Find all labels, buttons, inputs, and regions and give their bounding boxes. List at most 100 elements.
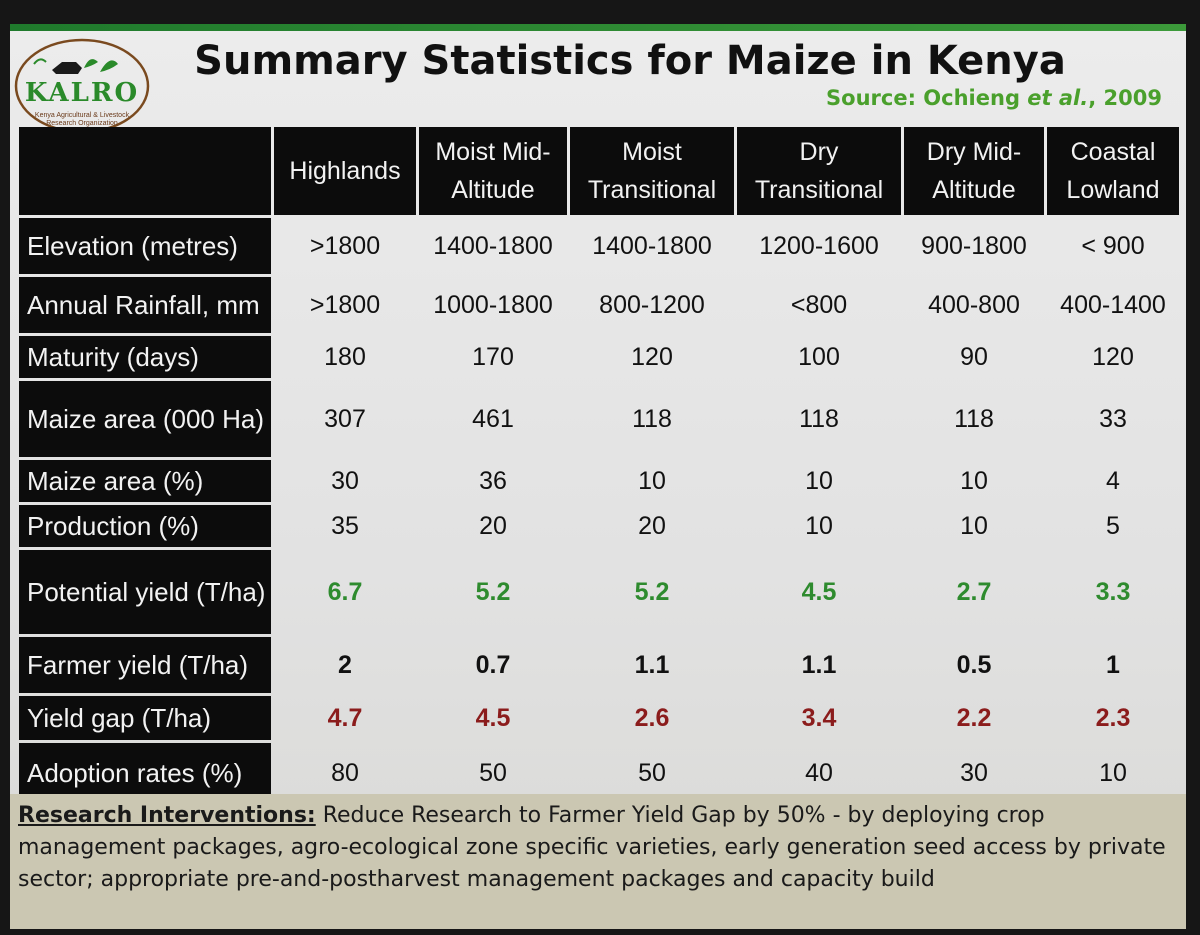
table-row: Yield gap (T/ha) 4.7 4.5 2.6 3.4 2.2 2.3 xyxy=(19,696,1179,740)
table-row: Potential yield (T/ha) 6.7 5.2 5.2 4.5 2.7 3.3 xyxy=(19,550,1179,634)
logo-subtitle: Kenya Agricultural & Livestock Research … xyxy=(34,112,130,127)
table-cell: 2.3 xyxy=(1095,703,1131,732)
table-cell: 0.7 xyxy=(475,650,511,679)
row-label: Potential yield (T/ha) xyxy=(19,550,271,634)
kalro-logo: KALRO Kenya Agricultural & Livestock Res… xyxy=(12,34,152,138)
table-cell: 10 xyxy=(960,511,988,540)
row-label: Elevation (metres) xyxy=(19,218,271,274)
column-header-line: Dry xyxy=(799,138,839,166)
table-cell: 400-800 xyxy=(928,290,1020,319)
header-corner xyxy=(19,127,271,215)
table-cell: 35 xyxy=(331,511,359,540)
row-label: Maize area (000 Ha) xyxy=(19,381,271,457)
table-cell: 5 xyxy=(1106,511,1120,540)
column-header-line: Moist Mid- xyxy=(435,138,551,166)
table-row: Elevation (metres) >1800 1400-1800 1400-180… xyxy=(19,218,1179,274)
table-cell: 180 xyxy=(324,342,366,371)
row-label: Adoption rates (%) xyxy=(19,743,271,803)
table-cell: 0.5 xyxy=(956,650,992,679)
column-header: Highlands xyxy=(274,127,416,215)
column-header-line: Transitional xyxy=(754,176,884,204)
table-cell: 800-1200 xyxy=(599,290,705,319)
source-prefix: Source: Ochieng xyxy=(826,86,1028,110)
table-cell: 4 xyxy=(1106,466,1120,495)
table-row: Farmer yield (T/ha) 2 0.7 1.1 1.1 0.5 1 xyxy=(19,637,1179,693)
table-cell: 6.7 xyxy=(327,577,363,606)
table-cell: 33 xyxy=(1099,404,1127,433)
table-cell: 118 xyxy=(799,404,839,433)
table-cell: 3.3 xyxy=(1095,577,1131,606)
table-cell: 90 xyxy=(960,342,988,371)
table-cell: 2.2 xyxy=(956,703,992,732)
table-cell: 2.6 xyxy=(634,703,670,732)
research-interventions-body: Reduce Research to Farmer Yield Gap by 5… xyxy=(18,803,1166,892)
table-cell: 20 xyxy=(479,511,507,540)
table-cell: 1400-1800 xyxy=(433,231,553,260)
table-cell: 900-1800 xyxy=(921,231,1027,260)
table-cell: 2.7 xyxy=(956,577,992,606)
table-cell: 1400-1800 xyxy=(592,231,712,260)
table-cell: 10 xyxy=(960,466,988,495)
top-accent-bar xyxy=(10,24,1186,31)
table-cell: 5.2 xyxy=(475,577,511,606)
source-et-al: et al. xyxy=(1027,86,1089,110)
table-cell: 4.7 xyxy=(327,703,363,732)
column-header-line: Dry Mid- xyxy=(926,138,1022,166)
table-cell: 36 xyxy=(479,466,507,495)
table-cell: 170 xyxy=(472,342,514,371)
table-cell: <800 xyxy=(790,290,848,319)
table-cell: 30 xyxy=(960,758,988,787)
table-cell: 40 xyxy=(805,758,833,787)
table-cell: 120 xyxy=(631,342,673,371)
table-cell: 10 xyxy=(638,466,666,495)
column-header: Dry Mid- Altitude xyxy=(904,127,1044,215)
column-header-line: Coastal xyxy=(1070,138,1156,166)
column-header: Moist Mid- Altitude xyxy=(419,127,567,215)
logo-wordmark: KALRO xyxy=(24,78,140,108)
maize-statistics-table: Highlands Moist Mid- Altitude Moist Transiti… xyxy=(16,124,1182,806)
column-header: Moist Transitional xyxy=(570,127,734,215)
table-cell: 20 xyxy=(638,511,666,540)
column-header: Dry Transitional xyxy=(737,127,901,215)
research-interventions-heading: Research Interventions: xyxy=(18,803,316,828)
table-cell: < 900 xyxy=(1081,231,1145,260)
table-cell: >1800 xyxy=(309,231,381,260)
column-header-line: Altitude xyxy=(932,176,1016,204)
table-cell: 3.4 xyxy=(801,703,837,732)
table-cell: 1000-1800 xyxy=(433,290,553,319)
table-cell: 4.5 xyxy=(475,703,511,732)
table-row: Annual Rainfall, mm >1800 1000-1800 800-120… xyxy=(19,277,1179,333)
source-suffix: , 2009 xyxy=(1088,86,1162,110)
table-cell: 118 xyxy=(954,404,994,433)
table-cell: 1200-1600 xyxy=(759,231,879,260)
slide: KALRO Kenya Agricultural & Livestock Res… xyxy=(10,24,1186,929)
row-label: Farmer yield (T/ha) xyxy=(19,637,271,693)
table-cell: 461 xyxy=(472,404,514,433)
table-row: Maturity (days) 180 170 120 100 90 120 xyxy=(19,336,1179,378)
table-cell: 120 xyxy=(1092,342,1134,371)
table-row: Production (%) 35 20 20 10 10 5 xyxy=(19,505,1179,547)
table-cell: 5.2 xyxy=(634,577,670,606)
source-citation: Source: Ochieng et al., 2009 xyxy=(826,86,1162,110)
table-cell: 10 xyxy=(805,466,833,495)
table-body: Elevation (metres) >1800 1400-1800 1400-180… xyxy=(19,218,1179,803)
research-interventions-box: Research Interventions: Reduce Research … xyxy=(10,794,1186,929)
table-cell: 10 xyxy=(805,511,833,540)
table-cell: 1.1 xyxy=(634,650,670,679)
column-header-line: Lowland xyxy=(1066,176,1160,204)
row-label: Maize area (%) xyxy=(19,460,271,502)
table-cell: 400-1400 xyxy=(1060,290,1166,319)
table-cell: 100 xyxy=(798,342,840,371)
row-label: Maturity (days) xyxy=(19,336,271,378)
table-cell: >1800 xyxy=(309,290,381,319)
slide-title: Summary Statistics for Maize in Kenya xyxy=(194,38,1066,84)
column-header-line: Highlands xyxy=(289,157,401,185)
row-label: Production (%) xyxy=(19,505,271,547)
research-interventions-text: Research Interventions: Reduce Research … xyxy=(18,800,1178,896)
column-header-line: Altitude xyxy=(451,176,535,204)
table-cell: 10 xyxy=(1099,758,1127,787)
table-cell: 30 xyxy=(331,466,359,495)
table-cell: 307 xyxy=(324,404,366,433)
column-header-line: Moist xyxy=(622,138,682,166)
table-cell: 1 xyxy=(1106,650,1120,679)
